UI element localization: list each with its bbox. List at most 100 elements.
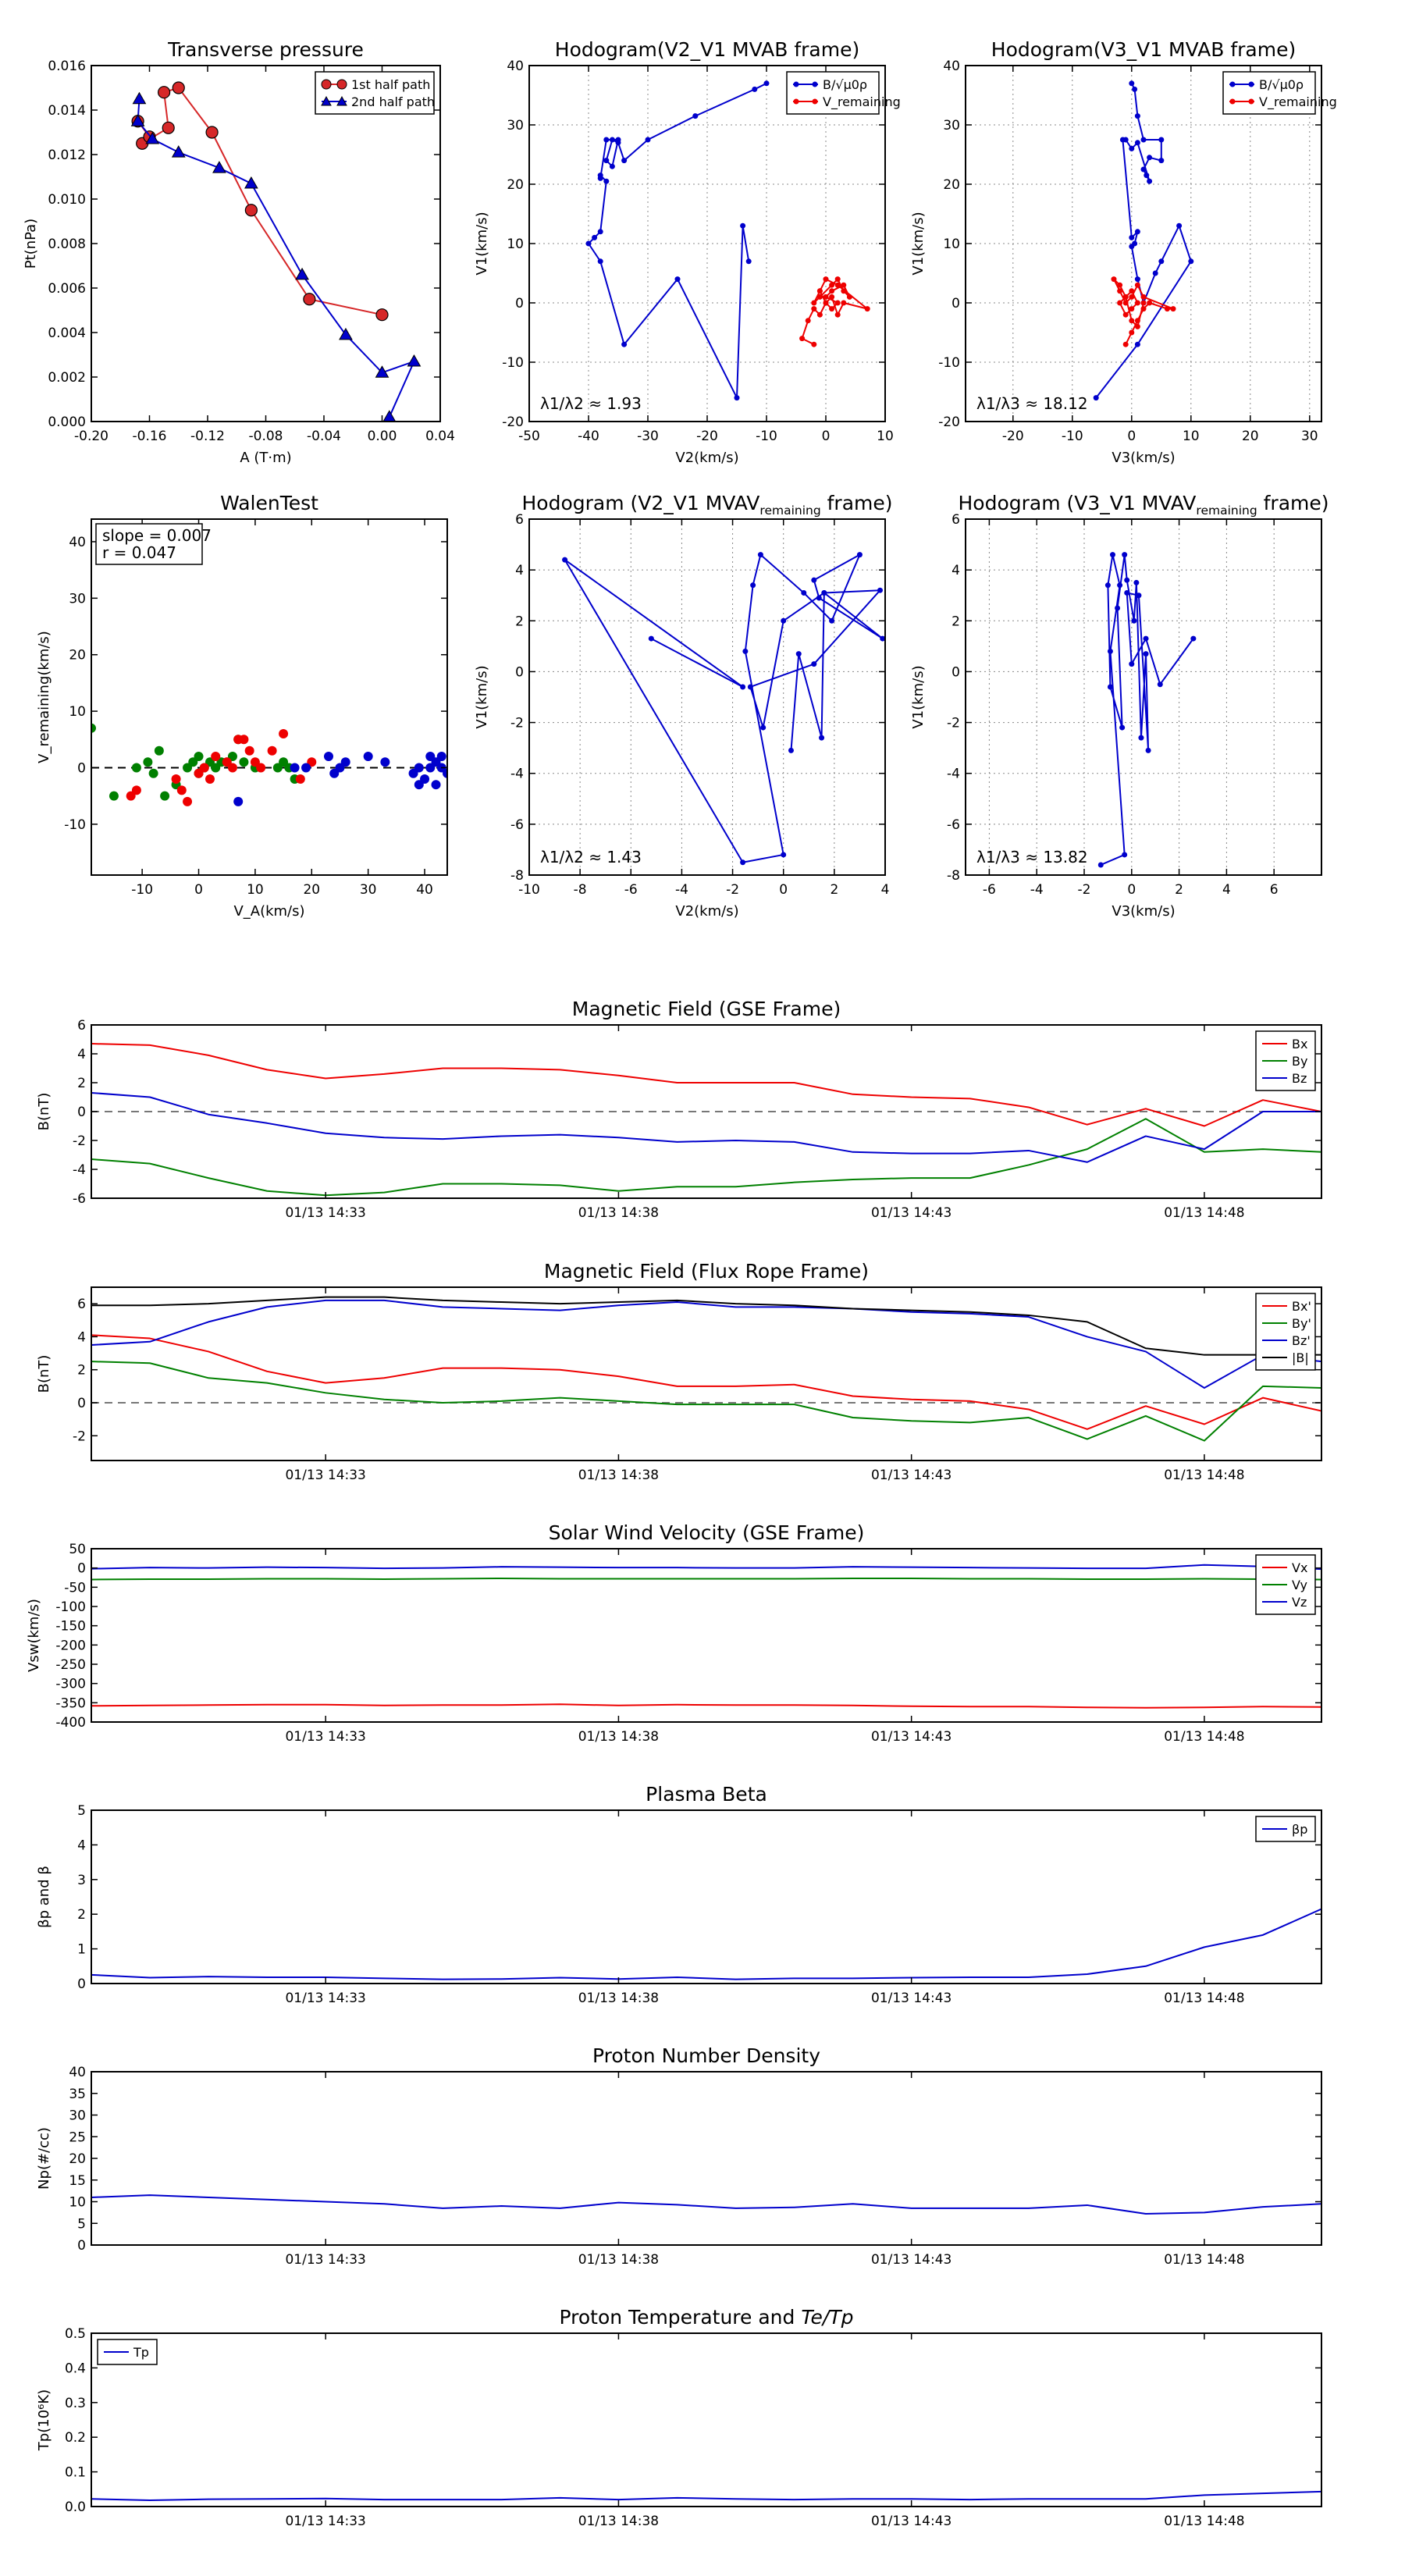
data-point xyxy=(648,635,654,642)
series-line-bx- xyxy=(91,1334,1321,1430)
scatter-point xyxy=(420,774,430,784)
legend-label: Bz xyxy=(1292,1071,1307,1086)
scatter-point xyxy=(233,796,244,806)
scatter-point xyxy=(279,729,289,739)
data-point xyxy=(1158,158,1165,164)
data-point xyxy=(158,86,171,99)
legend-marker xyxy=(812,81,818,87)
series-line-trace xyxy=(564,553,884,863)
data-point xyxy=(1111,276,1117,283)
x-tick-label: 0 xyxy=(822,429,831,444)
y-tick-label: 20 xyxy=(507,177,524,193)
legend-label: B/√μ0ρ xyxy=(823,77,867,92)
eigenvalue-ratio-annotation: λ1/λ2 ≈ 1.93 xyxy=(540,394,642,413)
y-tick-label: 0.5 xyxy=(65,2326,86,2342)
legend-label: Vy xyxy=(1292,1578,1307,1592)
y-tick-label: 6 xyxy=(515,512,524,528)
x-tick-label: 01/13 14:43 xyxy=(871,1991,951,2006)
data-point xyxy=(1143,651,1149,657)
data-point xyxy=(1134,276,1140,283)
x-tick-label: 40 xyxy=(416,882,433,898)
plot-frame xyxy=(91,518,448,876)
data-point xyxy=(621,158,628,164)
stats-text: slope = 0.007 xyxy=(102,526,212,545)
y-tick-label: 6 xyxy=(951,512,960,528)
data-point xyxy=(244,176,258,189)
data-point xyxy=(760,724,767,731)
y-tick-label: -8 xyxy=(947,868,960,884)
proton-number-density-chart: Proton Number Density 01/13 14:33 01/13 14… xyxy=(36,2044,1322,2268)
data-point xyxy=(585,240,592,247)
data-point xyxy=(805,318,811,324)
y-tick-label: -150 xyxy=(55,1619,86,1635)
scatter-point xyxy=(194,752,204,761)
data-point xyxy=(621,341,628,347)
y-tick-label: -10 xyxy=(502,355,524,371)
y-tick-label: 10 xyxy=(69,704,86,720)
y-tick-label: -2 xyxy=(73,1133,86,1149)
y-tick-label: 0.004 xyxy=(48,326,86,341)
hodogram-v2-v1-mvav-chart: Hodogram (V2_V1 MVAVremaining frame)-10-… xyxy=(474,492,893,920)
x-tick-label: 01/13 14:43 xyxy=(871,1729,951,1745)
series-line-bz- xyxy=(91,1299,1321,1389)
eigenvalue-ratio-annotation: λ1/λ3 ≈ 13.82 xyxy=(976,848,1088,866)
data-point xyxy=(1122,311,1129,318)
x-tick-label: 4 xyxy=(881,882,890,898)
data-point xyxy=(1097,862,1104,868)
data-point xyxy=(740,222,746,229)
legend-label: B/√μ0ρ xyxy=(1259,77,1304,92)
y-tick-label: 0 xyxy=(515,296,524,311)
y-axis-label: Pt(nPa) xyxy=(23,219,39,269)
data-point xyxy=(734,395,740,401)
x-tick-label: -0.12 xyxy=(190,429,225,444)
x-tick-label: -0.16 xyxy=(133,429,167,444)
x-tick-label: 01/13 14:48 xyxy=(1164,2514,1244,2529)
data-point xyxy=(1129,329,1135,336)
scatter-point xyxy=(363,752,373,761)
y-tick-label: -4 xyxy=(73,1162,86,1178)
data-point xyxy=(1107,648,1113,654)
y-tick-label: 40 xyxy=(69,535,86,550)
data-point xyxy=(816,288,823,294)
series-line-vy xyxy=(91,1577,1321,1581)
data-point xyxy=(162,121,175,134)
scatter-point xyxy=(131,785,141,795)
data-point xyxy=(603,158,610,164)
y-axis-label: B(nT) xyxy=(36,1093,52,1131)
data-point xyxy=(752,86,758,92)
y-axis-label: Vsw(km/s) xyxy=(26,1599,42,1672)
y-tick-label: -100 xyxy=(55,1599,86,1615)
data-point xyxy=(856,552,863,558)
series-line-vx xyxy=(91,1703,1321,1709)
y-tick-label: 15 xyxy=(69,2173,86,2189)
data-point xyxy=(145,132,160,144)
scatter-point xyxy=(431,780,441,790)
x-tick-label: -4 xyxy=(1030,882,1044,898)
scatter-point xyxy=(91,723,96,733)
y-tick-label: 30 xyxy=(69,591,86,607)
series-line-np xyxy=(91,2194,1321,2215)
series-line-v-remaining xyxy=(801,278,869,346)
legend-marker xyxy=(1248,81,1254,87)
data-point xyxy=(1122,552,1128,558)
data-point xyxy=(1140,300,1147,306)
series-line-1st-half-path xyxy=(137,87,382,316)
plot-frame xyxy=(965,518,1322,876)
y-tick-label: -20 xyxy=(938,415,960,430)
y-tick-label: 0.002 xyxy=(48,370,86,386)
data-point xyxy=(562,557,568,563)
y-tick-label: 2 xyxy=(77,1363,86,1379)
data-point xyxy=(816,595,822,601)
y-tick-label: 4 xyxy=(515,563,524,578)
x-tick-label: 01/13 14:48 xyxy=(1164,1991,1244,2006)
x-tick-label: 0 xyxy=(1127,882,1136,898)
data-point xyxy=(846,294,852,300)
proton-temperature-chart: Proton Temperature and Te/Tp 01/13 14:33 0… xyxy=(36,2306,1322,2529)
data-point xyxy=(1117,282,1123,288)
x-tick-label: 01/13 14:38 xyxy=(578,1205,659,1221)
data-point xyxy=(615,137,621,143)
y-tick-label: 20 xyxy=(943,177,960,193)
y-tick-label: 30 xyxy=(507,118,524,133)
x-tick-label: 01/13 14:43 xyxy=(871,1468,951,1483)
data-point xyxy=(375,308,389,322)
